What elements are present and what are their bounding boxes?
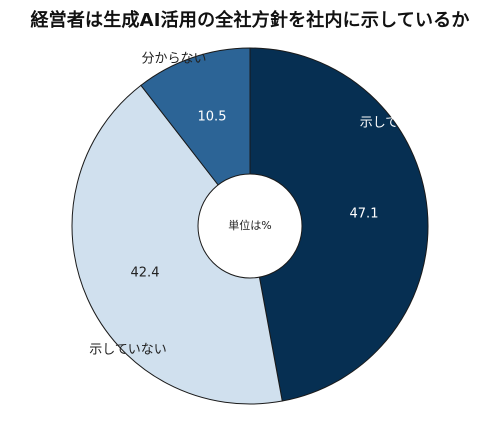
slice-category-label: 示していない [89,343,167,358]
slice-value-label: 10.5 [198,110,227,125]
chart-title: 経営者は生成AI活用の全社方針を社内に示しているか [30,10,470,31]
pie-slice [71,84,283,405]
slice-value-label: 42.4 [131,266,160,281]
slice-value-label: 47.1 [350,207,379,222]
pie-slice [249,47,429,402]
donut-hole [197,173,303,279]
labels-layer: 47.1 示している 42.4 示していない 10.5 分からない [89,52,424,358]
slice-category-label: 分からない [141,52,206,67]
slice-category-label: 示している [360,116,425,131]
center-unit-label: 単位は% [228,218,271,232]
